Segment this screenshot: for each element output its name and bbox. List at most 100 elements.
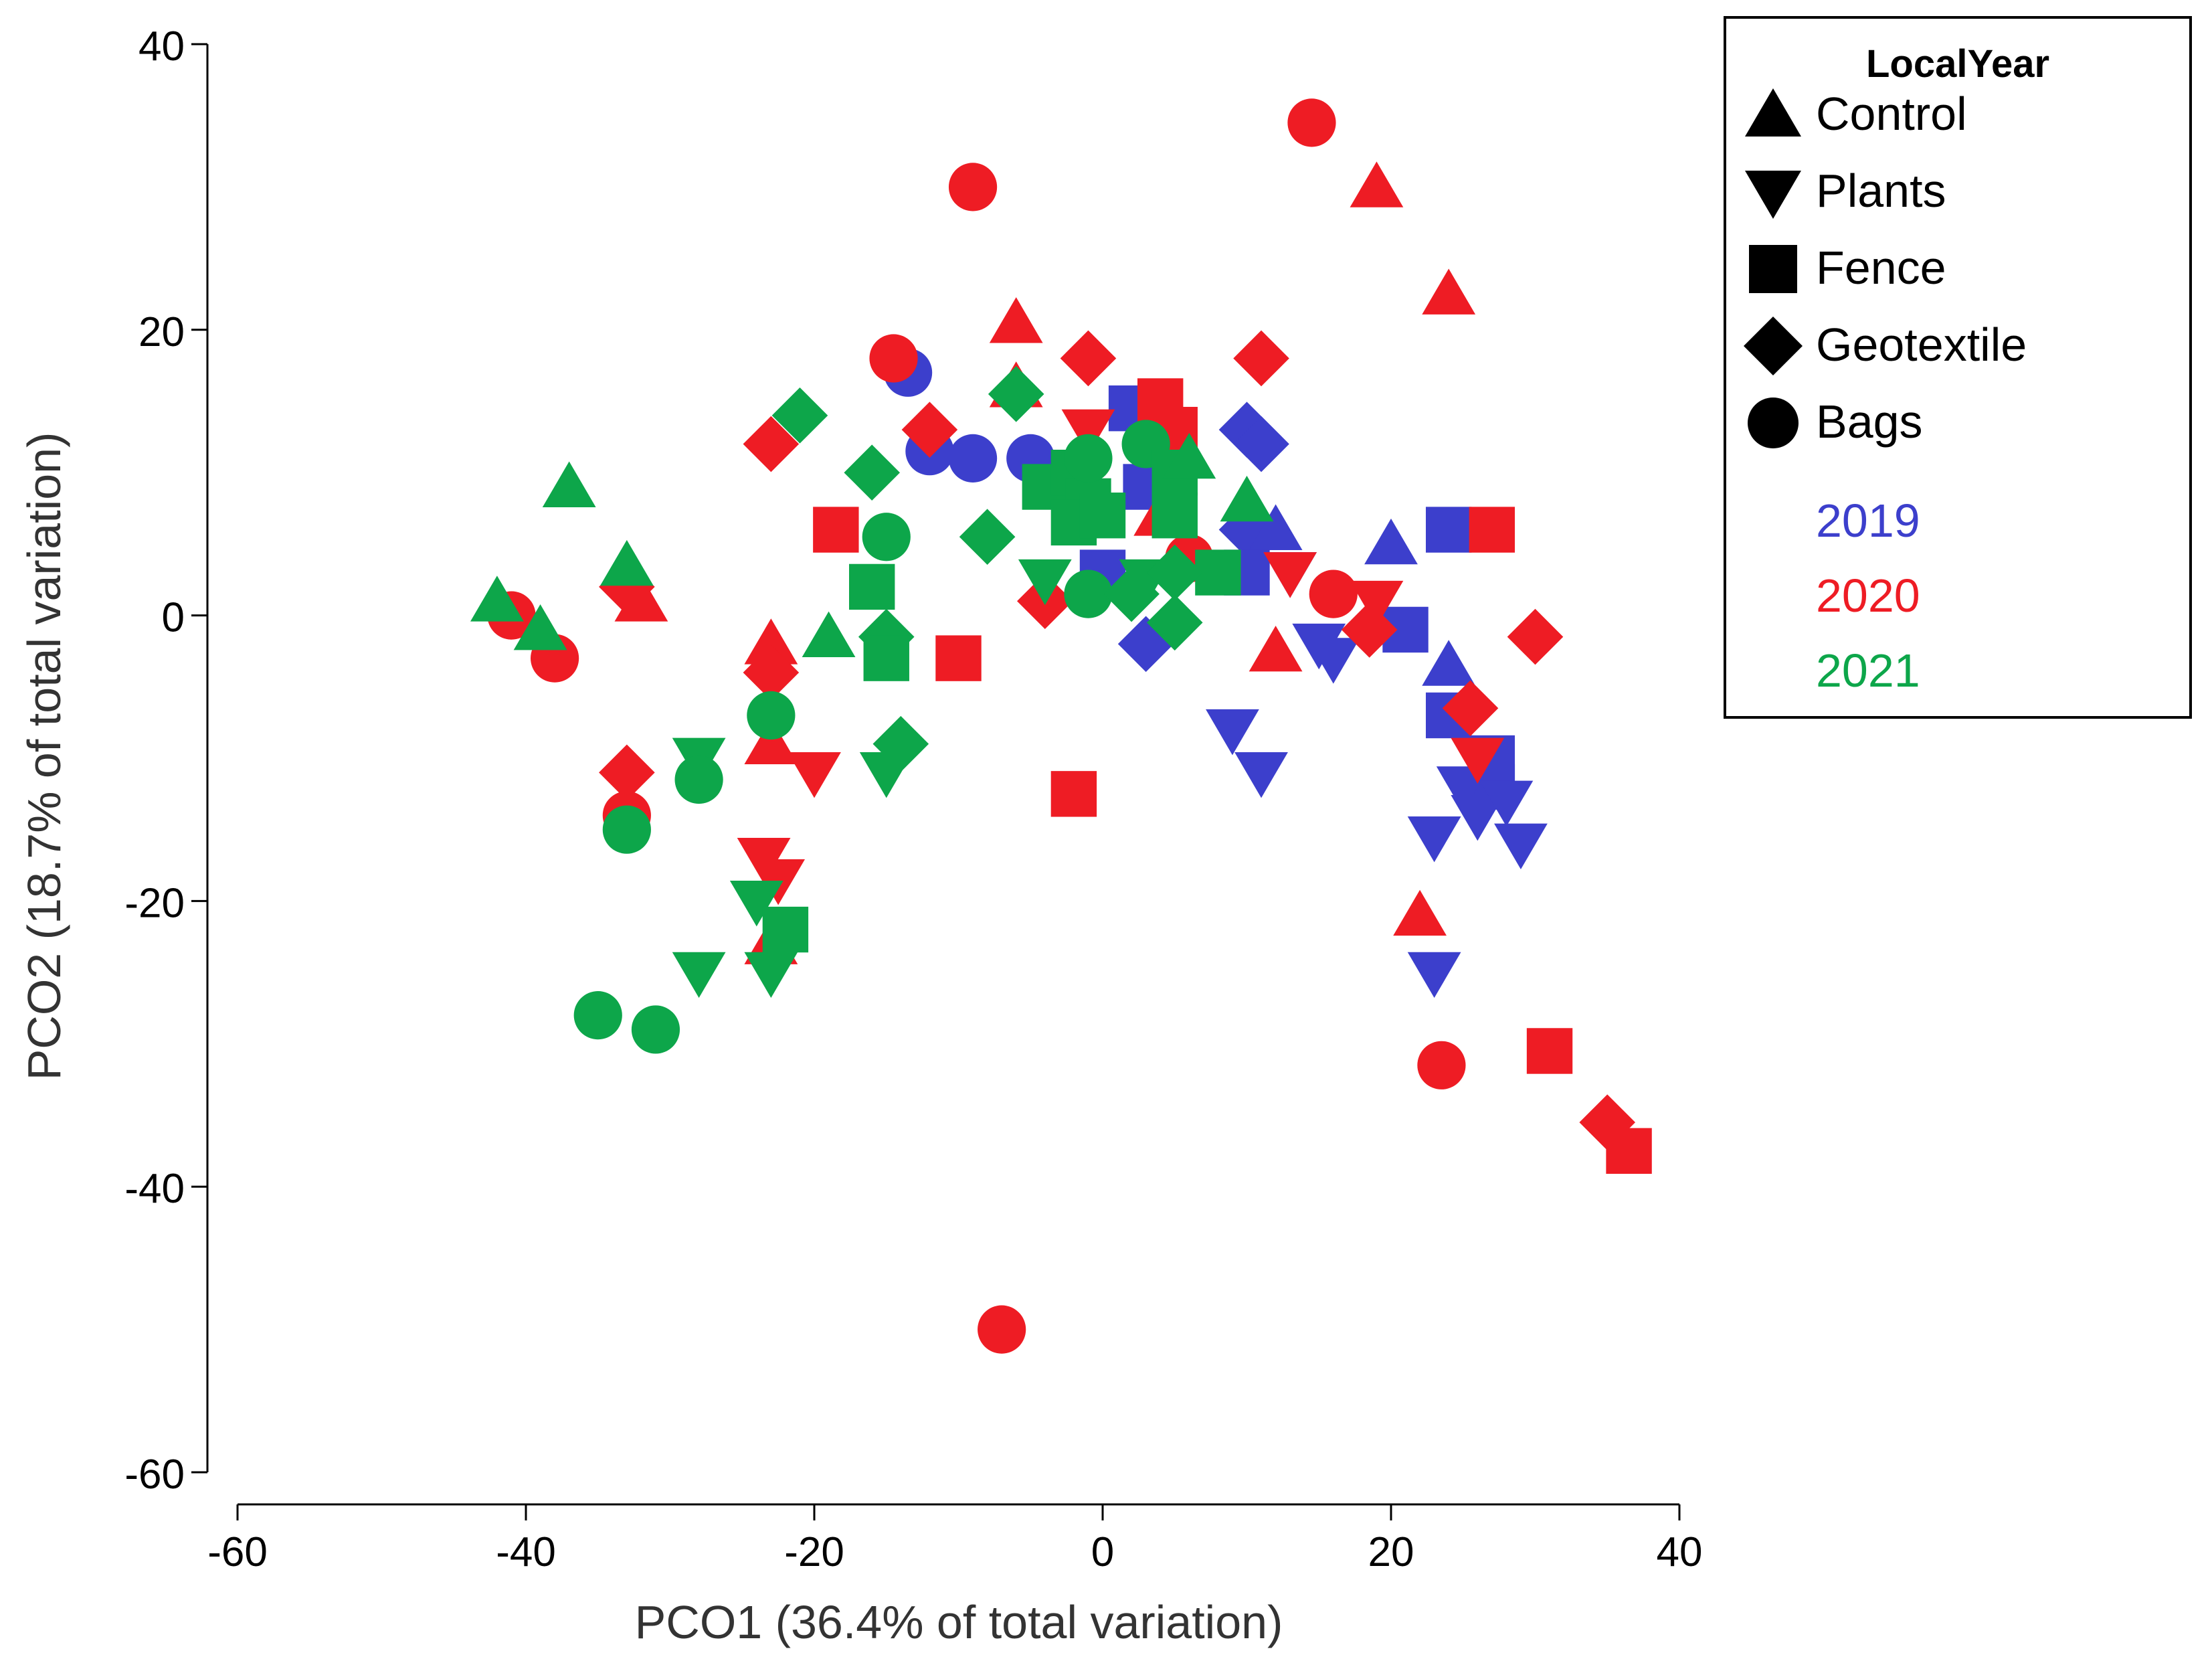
point-2021-triangle-down bbox=[672, 952, 726, 998]
legend-item-bags: Bags bbox=[1740, 388, 1923, 455]
point-2021-diamond bbox=[771, 387, 828, 444]
legend-label: Plants bbox=[1816, 165, 1946, 217]
legend-circle-icon bbox=[1748, 398, 1799, 448]
point-2020-triangle-down bbox=[1451, 737, 1505, 784]
point-2021-square bbox=[863, 635, 909, 681]
y-tick-label: 0 bbox=[162, 595, 185, 641]
y-axis-label: PCO2 (18.7% of total variation) bbox=[18, 432, 70, 1081]
point-2021-square bbox=[1195, 549, 1241, 596]
legend-item-fence: Fence bbox=[1740, 234, 1946, 301]
legend-year-2021: 2021 bbox=[1816, 644, 1920, 697]
point-2021-square bbox=[1079, 493, 1126, 539]
point-2021-square bbox=[1151, 493, 1198, 539]
axes: -60 -40 -20 0 20 40 -60 -40 -20 0 20 40 bbox=[124, 23, 1702, 1575]
point-2021-triangle-up bbox=[1162, 432, 1216, 479]
point-2020-diamond bbox=[1060, 330, 1117, 387]
legend-year-2019: 2019 bbox=[1816, 495, 1920, 547]
x-tick-label: 40 bbox=[1657, 1529, 1703, 1575]
point-2021-triangle-up bbox=[1220, 475, 1274, 522]
x-tick-label: -40 bbox=[496, 1529, 556, 1575]
point-2020-triangle-up bbox=[1249, 625, 1303, 672]
point-2020-diamond bbox=[743, 644, 800, 701]
point-2021-triangle-up bbox=[513, 604, 567, 650]
point-2021-triangle-up bbox=[470, 576, 524, 622]
point-2019-triangle-up bbox=[1422, 640, 1476, 686]
point-2021-triangle-up bbox=[600, 539, 654, 586]
point-2019-triangle-down bbox=[1494, 823, 1548, 870]
point-2020-triangle-up bbox=[989, 297, 1043, 343]
legend-label: Fence bbox=[1816, 242, 1946, 294]
point-2021-diamond bbox=[1146, 594, 1203, 651]
point-2019-triangle-up bbox=[1364, 518, 1418, 565]
point-2021-circle bbox=[1064, 434, 1113, 483]
point-2020-diamond bbox=[599, 744, 655, 801]
point-2020-triangle-up bbox=[744, 718, 798, 765]
point-2020-square bbox=[1469, 507, 1515, 553]
point-2020-diamond bbox=[1233, 330, 1289, 387]
legend-triangle-down-icon bbox=[1745, 171, 1801, 219]
point-2020-square bbox=[1050, 771, 1097, 817]
point-2020-square bbox=[813, 507, 859, 553]
legend-square-icon bbox=[1749, 245, 1797, 293]
point-2021-triangle-up bbox=[542, 461, 596, 507]
point-2020-diamond bbox=[1507, 608, 1564, 665]
point-2019-triangle-down bbox=[1407, 816, 1461, 863]
point-2019-triangle-down bbox=[1206, 709, 1259, 756]
legend-diamond-icon bbox=[1744, 317, 1803, 375]
point-2019-diamond bbox=[1233, 416, 1289, 472]
legend-triangle-up-icon bbox=[1745, 88, 1801, 137]
point-2020-diamond bbox=[743, 416, 800, 472]
point-2021-diamond bbox=[1146, 544, 1203, 601]
point-2021-circle bbox=[1064, 569, 1113, 618]
y-tick-label: 20 bbox=[139, 309, 185, 355]
point-2021-diamond bbox=[959, 509, 1016, 565]
legend-item-control: Control bbox=[1740, 80, 1967, 147]
point-2020-triangle-up bbox=[744, 618, 798, 665]
point-2021-triangle-down bbox=[859, 752, 913, 798]
point-2020-square bbox=[1606, 1128, 1652, 1174]
point-2021-circle bbox=[573, 991, 622, 1040]
point-2021-triangle-down bbox=[744, 952, 798, 998]
point-2019-triangle-down bbox=[1306, 638, 1360, 684]
point-2019-triangle-down bbox=[1234, 752, 1288, 798]
point-2020-diamond bbox=[1341, 602, 1398, 658]
point-2019-circle bbox=[948, 434, 998, 483]
legend-label: Bags bbox=[1816, 396, 1923, 448]
point-2021-square bbox=[762, 906, 809, 953]
point-2020-diamond bbox=[901, 402, 958, 458]
point-2021-triangle-down bbox=[1018, 559, 1072, 606]
x-tick-label: 20 bbox=[1368, 1529, 1414, 1575]
point-2020-diamond bbox=[1442, 680, 1499, 737]
point-2020-triangle-up bbox=[1422, 268, 1476, 315]
point-2019-triangle-down bbox=[1479, 780, 1534, 827]
x-tick-label: -60 bbox=[207, 1529, 268, 1575]
point-2020-triangle-down bbox=[788, 752, 841, 798]
point-2021-diamond bbox=[844, 444, 900, 501]
legend-label: Control bbox=[1816, 88, 1967, 140]
point-2019-triangle-up bbox=[1249, 504, 1303, 550]
point-2020-circle bbox=[948, 163, 998, 211]
point-2020-circle bbox=[869, 334, 918, 383]
point-2020-triangle-up bbox=[1393, 889, 1447, 936]
x-tick-label: 0 bbox=[1091, 1529, 1114, 1575]
x-axis-label: PCO1 (36.4% of total variation) bbox=[635, 1596, 1283, 1648]
point-2020-square bbox=[1526, 1028, 1573, 1074]
legend-title: LocalYear bbox=[1865, 42, 2050, 86]
point-2021-square bbox=[849, 563, 895, 610]
y-tick-label: -40 bbox=[124, 1166, 185, 1212]
point-2021-diamond bbox=[988, 366, 1044, 422]
legend-label: Geotextile bbox=[1816, 319, 2027, 371]
point-2019-triangle-down bbox=[1451, 794, 1505, 841]
point-2020-triangle-down bbox=[1350, 580, 1404, 627]
point-2021-circle bbox=[602, 805, 651, 854]
point-2021-triangle-down bbox=[729, 881, 784, 927]
point-2020-circle bbox=[978, 1305, 1026, 1354]
point-2020-circle bbox=[1287, 98, 1336, 147]
point-2020-circle bbox=[1309, 569, 1358, 618]
point-2020-circle bbox=[1417, 1041, 1466, 1089]
point-2020-triangle-up bbox=[1350, 161, 1404, 207]
y-tick-label: -20 bbox=[124, 880, 185, 926]
legend-item-plants: Plants bbox=[1740, 157, 1946, 224]
point-2020-triangle-up bbox=[614, 576, 668, 622]
